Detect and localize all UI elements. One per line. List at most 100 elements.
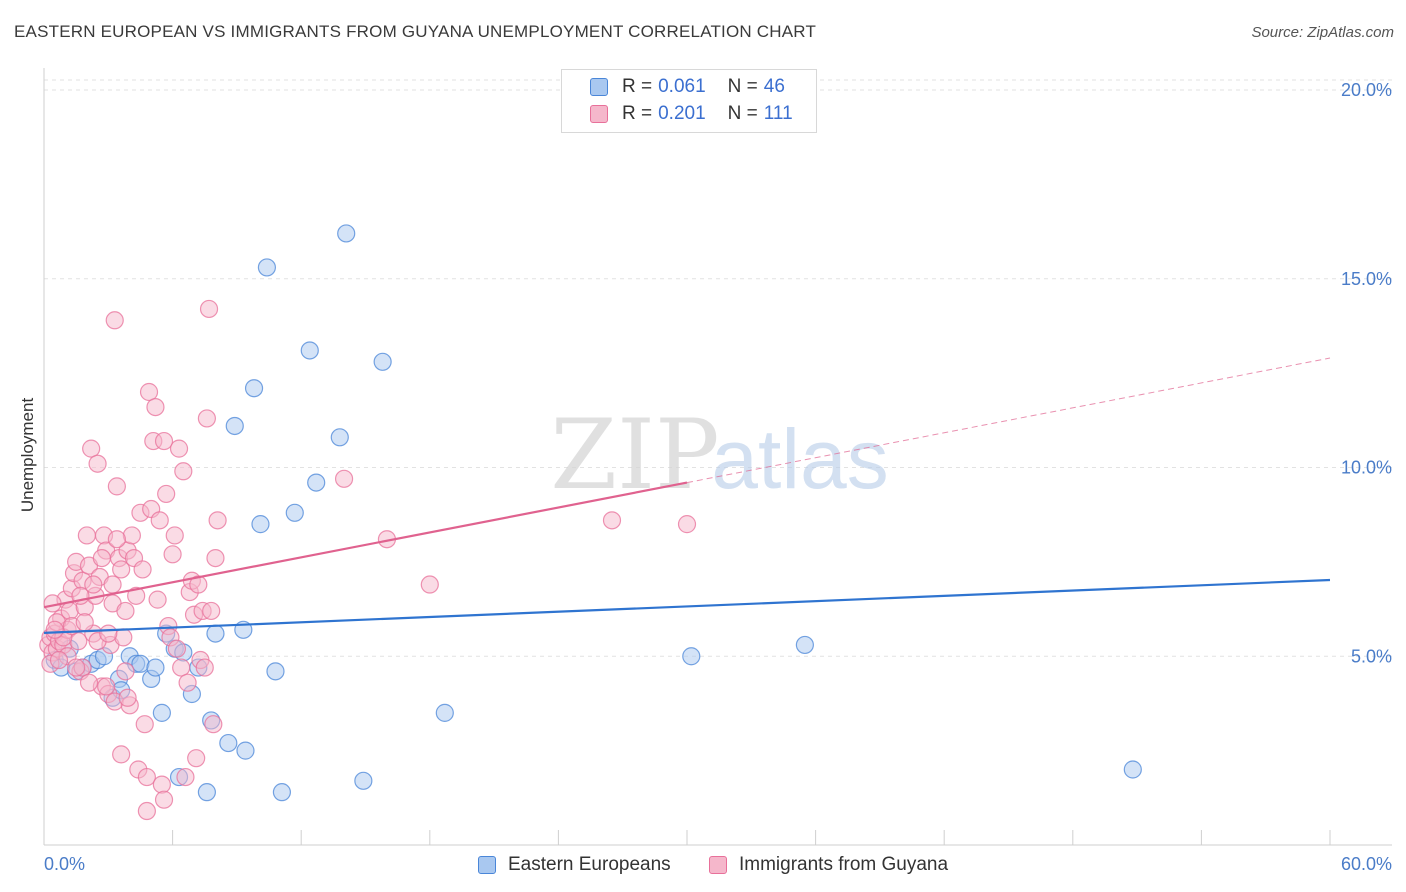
legend-n-label: N = [727, 103, 758, 124]
point-eastern-european [257, 258, 277, 277]
point-guyana [139, 382, 159, 402]
watermark: ZIP atlas [550, 399, 888, 511]
axes [43, 68, 1392, 846]
point-guyana [133, 560, 152, 579]
point-eastern-european [373, 352, 392, 371]
point-guyana [107, 530, 126, 549]
point-guyana [157, 484, 176, 504]
point-guyana [163, 545, 182, 564]
point-guyana [112, 745, 131, 764]
point-eastern-european [330, 428, 349, 447]
chart-title: EASTERN EUROPEAN VS IMMIGRANTS FROM GUYA… [14, 22, 817, 41]
tick-labels: 5.0% 10.0% 15.0% 20.0% 0.0% 60.0% [44, 80, 1392, 874]
point-guyana [84, 575, 103, 594]
point-eastern-european [251, 515, 270, 534]
legend-r-value: 0.201 [658, 103, 706, 124]
legend-n-value: 46 [763, 76, 785, 97]
legend-r-label: R = [622, 76, 653, 97]
point-guyana [172, 658, 191, 677]
point-guyana [127, 586, 146, 605]
point-guyana [99, 624, 118, 643]
point-guyana [199, 299, 219, 319]
point-guyana [152, 775, 171, 794]
point-eastern-european [682, 647, 701, 666]
point-guyana [169, 439, 189, 458]
point-guyana [49, 650, 69, 670]
point-eastern-european [337, 224, 356, 243]
legend-r-label: R = [622, 103, 653, 124]
point-eastern-european [146, 658, 165, 677]
point-eastern-european [131, 654, 150, 673]
point-eastern-european [285, 503, 304, 522]
point-guyana [602, 511, 622, 530]
bottom-legend-label: Immigrants from Guyana [739, 854, 949, 875]
point-guyana [105, 311, 124, 330]
bottom-legend-eastern-europeans: Eastern Europeans [478, 852, 671, 878]
point-guyana [116, 601, 135, 621]
trend-line-dashed-1 [686, 357, 1331, 484]
point-guyana [45, 620, 64, 639]
source-label: Source: ZipAtlas.com [1251, 24, 1394, 41]
point-guyana [137, 767, 156, 787]
point-eastern-european [1123, 760, 1142, 779]
gridlines [44, 79, 1392, 657]
point-guyana [167, 639, 186, 658]
trend-lines [43, 357, 1331, 634]
point-guyana [202, 601, 221, 621]
point-guyana [174, 462, 193, 481]
point-guyana [677, 515, 697, 534]
point-guyana [69, 632, 88, 651]
point-guyana [187, 749, 206, 768]
point-eastern-european [206, 624, 225, 643]
legend-swatch-blue [590, 78, 608, 96]
point-guyana [97, 677, 116, 696]
point-eastern-european [219, 733, 238, 753]
point-guyana [114, 628, 133, 647]
point-eastern-european [197, 783, 216, 802]
point-eastern-european [266, 662, 285, 681]
point-guyana [154, 431, 174, 451]
y-tick-label: 15.0% [1341, 269, 1392, 289]
legend-r-value: 0.061 [658, 76, 706, 97]
point-guyana [178, 673, 197, 692]
point-guyana [135, 715, 154, 734]
bottom-legend-swatch-blue [478, 856, 496, 874]
point-guyana [154, 790, 174, 809]
correlation-legend: R = 0.061 N = 46 R = 0.201 N = 111 [561, 69, 817, 133]
point-guyana [88, 454, 107, 473]
legend-row-guyana: R = 0.201 N = 111 [562, 102, 793, 126]
point-guyana [197, 409, 216, 428]
point-eastern-european [152, 703, 171, 722]
x-tick-label-min: 0.0% [44, 854, 85, 874]
point-guyana [103, 575, 122, 594]
point-guyana [75, 613, 94, 632]
point-guyana [79, 673, 99, 692]
point-guyana [204, 715, 223, 734]
watermark-zip: ZIP [550, 399, 719, 511]
point-guyana [165, 526, 184, 545]
point-guyana [137, 801, 156, 821]
bottom-legend-guyana: Immigrants from Guyana [709, 852, 948, 878]
point-guyana [77, 526, 96, 545]
point-guyana [208, 511, 227, 530]
point-guyana [118, 688, 137, 707]
point-eastern-european [236, 741, 255, 760]
point-eastern-european [225, 416, 244, 436]
point-eastern-european [244, 379, 264, 398]
point-eastern-european [307, 473, 326, 492]
bottom-legend-swatch-pink [709, 856, 727, 874]
legend-n-label: N = [727, 76, 758, 97]
point-guyana [82, 439, 101, 458]
point-guyana [92, 548, 111, 568]
point-guyana [116, 662, 135, 681]
point-eastern-european [300, 341, 319, 360]
point-guyana [67, 658, 86, 677]
point-eastern-european [354, 771, 373, 790]
point-eastern-european [272, 783, 292, 802]
point-eastern-european [795, 635, 814, 655]
point-guyana [334, 469, 354, 488]
point-guyana [176, 767, 195, 787]
x-tick-label-max: 60.0% [1341, 854, 1392, 874]
point-guyana [107, 477, 126, 496]
